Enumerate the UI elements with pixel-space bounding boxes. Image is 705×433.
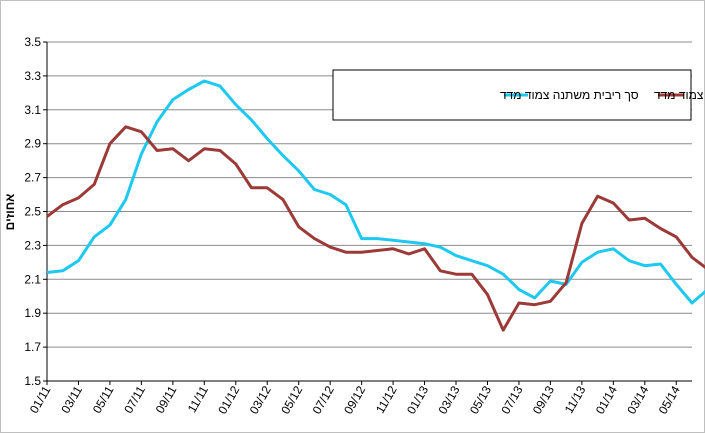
x-tick-label: 07/13 [498, 383, 525, 416]
y-tick-label: 2.9 [24, 137, 41, 151]
x-tick-label: 01/12 [215, 383, 242, 416]
series-line-variable [46, 79, 705, 305]
y-tick-label: 3.3 [24, 69, 41, 83]
y-tick-label: 3.1 [24, 103, 41, 117]
y-tick-label: 1.5 [24, 374, 41, 388]
legend: סך ריבית משתנה צמוד מדד ריבית קבועה צמוד… [332, 69, 705, 121]
y-tick-label: 1.9 [24, 306, 41, 320]
x-tick-label: 09/13 [530, 383, 557, 416]
axes [43, 41, 692, 385]
x-tick-label: 03/13 [435, 383, 462, 416]
x-tick-label: 05/13 [467, 383, 494, 416]
y-tick-label: 2.7 [24, 171, 41, 185]
y-axis-label: אחוזים [3, 194, 17, 231]
x-tick-label: 09/12 [341, 383, 368, 416]
x-tick-label: 03/12 [247, 383, 274, 416]
x-tick-label: 07/12 [310, 383, 337, 416]
x-tick-label: 03/11 [58, 383, 85, 416]
x-tick-label: 01/14 [593, 383, 620, 416]
x-tick-label: 01/13 [404, 383, 431, 416]
y-tick-label: 2.1 [24, 272, 41, 286]
x-tick-label: 07/11 [121, 383, 148, 416]
series-line-fixed [46, 125, 705, 332]
x-tick-label: 11/11 [185, 383, 211, 415]
x-tick-label: 03/14 [624, 383, 651, 416]
legend-label-fixed: ריבית קבועה צמוד מדד [654, 88, 705, 102]
y-tick-label: 3.5 [24, 35, 41, 49]
y-tick-label: 1.7 [24, 340, 41, 354]
x-tick-label: 11/13 [562, 383, 589, 416]
y-tick-label: 2.3 [24, 238, 41, 252]
series-lines [46, 79, 705, 332]
y-tick-label: 2.5 [24, 205, 41, 219]
x-tick-label: 05/12 [278, 383, 305, 416]
x-tick-label: 05/14 [656, 383, 683, 416]
x-tick-label: 09/11 [153, 383, 180, 416]
x-tick-label: 01/11 [27, 383, 54, 416]
x-tick-label: 05/11 [90, 383, 117, 416]
legend-label-variable: סך ריבית משתנה צמוד מדד [500, 88, 639, 102]
x-tick-label: 11/12 [373, 383, 400, 416]
